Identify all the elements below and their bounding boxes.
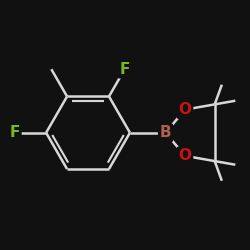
Text: O: O xyxy=(178,148,192,163)
Text: F: F xyxy=(120,62,130,77)
Text: B: B xyxy=(160,125,172,140)
Text: O: O xyxy=(178,102,192,117)
Text: F: F xyxy=(10,125,20,140)
